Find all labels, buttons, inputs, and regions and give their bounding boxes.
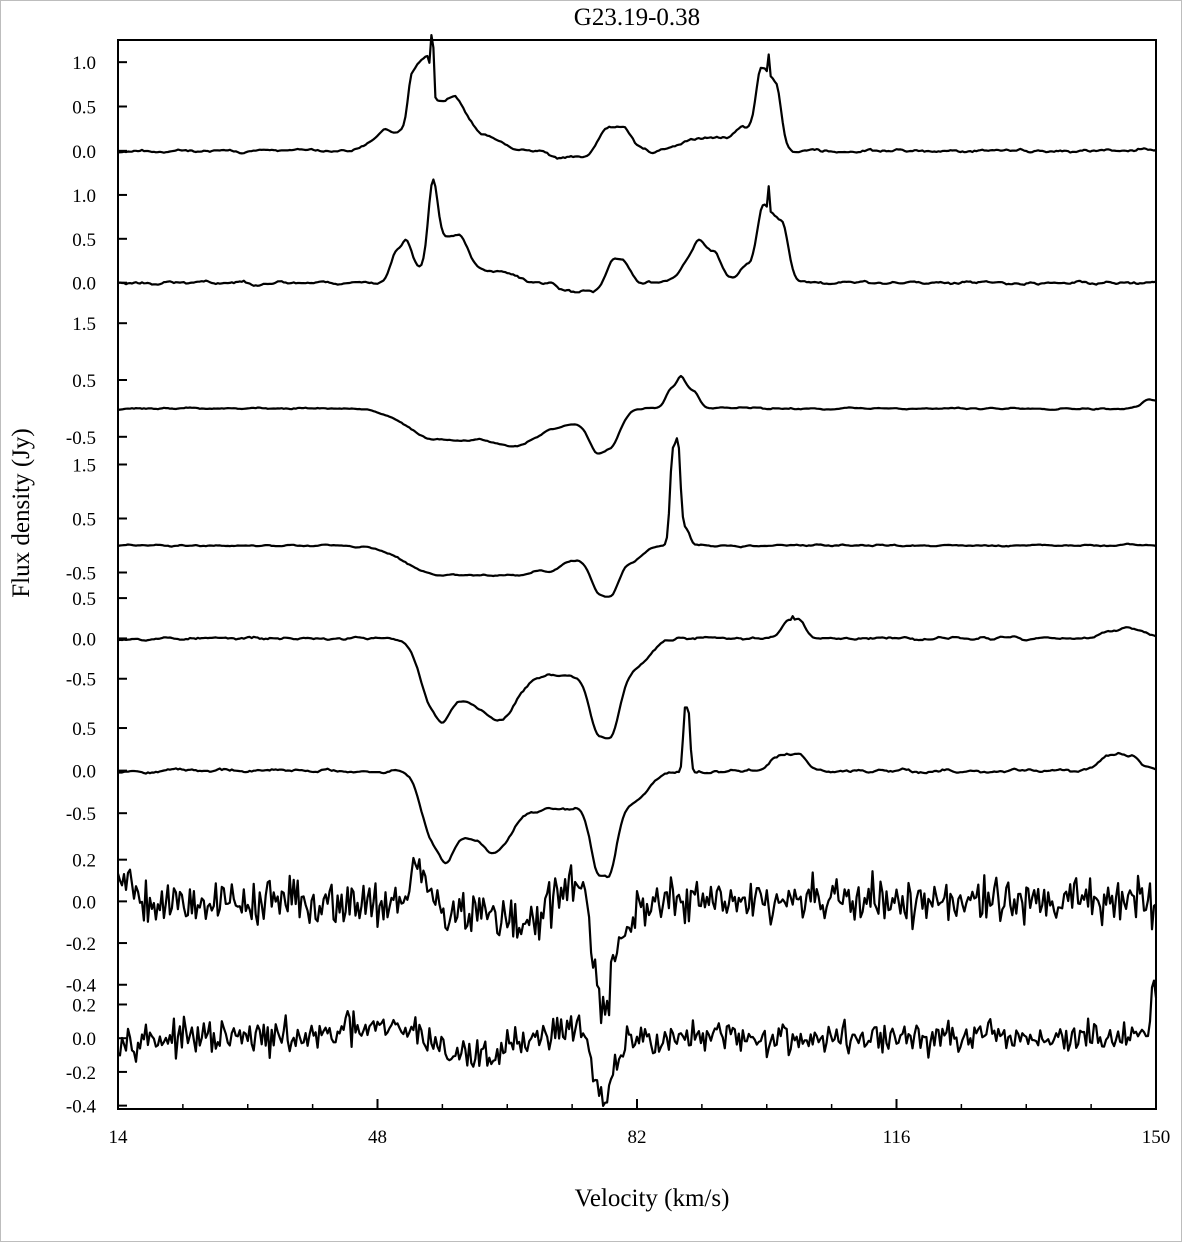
y-tick-label: -0.5 <box>66 804 96 825</box>
spectrum-panel: 1.0 0.5 0.0 <box>72 34 1157 163</box>
spectrum-line <box>117 615 1157 740</box>
spectrum-panel: 0.5 0.0 -0.5 <box>66 589 1157 740</box>
spectrum-line <box>116 856 1157 1025</box>
y-tick-label: 0.2 <box>72 851 96 872</box>
y-tick-label: -0.5 <box>66 670 96 691</box>
spectrum-line <box>117 437 1157 598</box>
y-tick-label: 1.0 <box>72 186 96 207</box>
spectrum-panel: 0.5 0.0 -0.5 <box>66 706 1157 879</box>
spectra-panels: 1.00.50.01.00.50.01.50.5-0.51.50.5-0.50.… <box>66 34 1158 1118</box>
x-tick-label: 150 <box>1142 1127 1171 1148</box>
x-tick-label: 82 <box>628 1127 647 1148</box>
spectrum-line <box>117 979 1158 1107</box>
y-tick-label: -0.2 <box>66 934 96 955</box>
chart-title: G23.19-0.38 <box>574 4 700 31</box>
y-tick-label: 1.0 <box>72 53 96 74</box>
spectrum-line <box>117 374 1157 455</box>
y-tick-label: 0.5 <box>72 589 96 610</box>
y-axis-title: Flux density (Jy) <box>8 428 35 597</box>
x-axis: 14 48 82 116 150 <box>109 1099 1171 1148</box>
y-tick-label: 0.0 <box>72 629 96 650</box>
spectrum-line <box>117 178 1157 294</box>
y-tick-label: -0.4 <box>66 976 97 997</box>
y-tick-label: 1.5 <box>72 456 96 477</box>
x-tick-label: 48 <box>368 1127 387 1148</box>
y-tick-label: 0.5 <box>72 510 96 531</box>
y-tick-label: 0.5 <box>72 371 96 392</box>
y-tick-label: 0.5 <box>72 719 96 740</box>
y-tick-label: -0.5 <box>66 428 96 449</box>
x-axis-title: Velocity (km/s) <box>575 1185 730 1212</box>
y-tick-label: -0.5 <box>66 564 96 585</box>
plot-frame <box>117 39 1157 1110</box>
y-tick-label: 0.0 <box>72 274 96 295</box>
y-tick-label: 0.5 <box>72 230 96 251</box>
y-tick-label: 0.0 <box>72 142 96 163</box>
y-tick-label: 1.5 <box>72 314 96 335</box>
y-tick-label: -0.4 <box>66 1097 97 1118</box>
y-tick-label: 0.0 <box>72 892 96 913</box>
spectrum-panel: 1.5 0.5 -0.5 <box>66 314 1157 455</box>
spectrum-panel: 0.2 0.0 -0.2 -0.4 <box>66 851 1157 1025</box>
y-tick-label: 0.0 <box>72 1029 96 1050</box>
y-tick-label: 0.5 <box>72 98 96 119</box>
spectrum-line <box>117 706 1157 879</box>
spectrum-line <box>117 34 1157 160</box>
y-tick-label: 0.2 <box>72 995 96 1016</box>
x-tick-label: 116 <box>883 1127 911 1148</box>
spectrum-panel: 0.2 0.0 -0.2 -0.4 <box>66 979 1158 1118</box>
y-tick-label: -0.2 <box>66 1063 96 1084</box>
spectrum-panel: 1.0 0.5 0.0 <box>72 178 1157 295</box>
y-tick-label: 0.0 <box>72 762 96 783</box>
x-tick-label: 14 <box>109 1127 129 1148</box>
spectrum-panel: 1.5 0.5 -0.5 <box>66 437 1157 598</box>
